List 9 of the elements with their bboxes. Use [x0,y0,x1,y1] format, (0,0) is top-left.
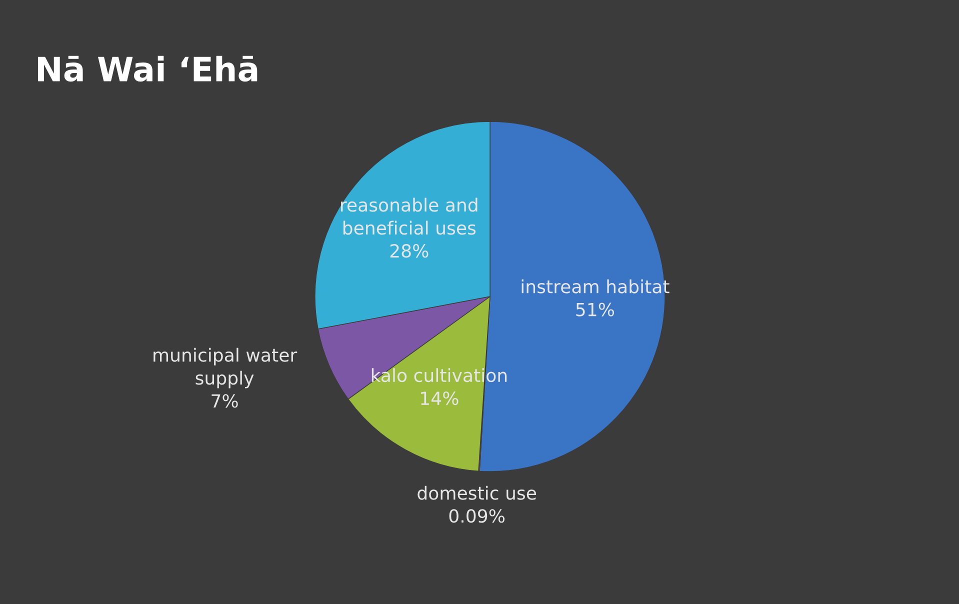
slice-label: municipal water supply [154,348,298,388]
slice-label: reasonable and beneficial uses [341,198,478,235]
data-label: 0.09% [449,509,505,523]
chart-title: Nā Wai ‘Ehā [38,56,258,82]
data-label: 14% [421,391,458,406]
data-label: 51% [576,302,614,316]
data-label: 28% [390,244,428,258]
slice-label: domestic use [418,486,536,500]
data-label: 7% [212,394,238,408]
